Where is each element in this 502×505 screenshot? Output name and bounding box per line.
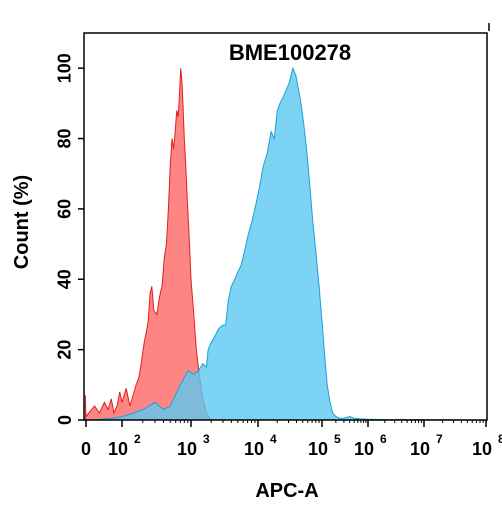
x-tick-label: 10 (244, 439, 264, 459)
y-axis-ticks: 0 20 40 60 80 100 (55, 53, 84, 425)
chart-title: BME100278 (229, 40, 351, 65)
x-tick-label: 10 (410, 439, 430, 459)
x-tick-label: 0 (81, 439, 91, 459)
x-tick-exponent: 8 (498, 432, 502, 446)
x-axis-ticks: 0 10 2 10 3 10 4 10 5 10 6 10 7 10 8 (81, 420, 502, 459)
histogram-series-group (84, 66, 487, 421)
x-tick-exponent: 4 (270, 432, 277, 446)
histogram-area-blue (91, 66, 487, 421)
x-tick-exponent: 7 (436, 432, 443, 446)
x-tick-label: 10 (308, 439, 328, 459)
y-axis-label: Count (%) (11, 175, 33, 269)
y-tick-label: 60 (55, 199, 75, 219)
y-tick-label: 80 (55, 129, 75, 149)
x-tick-label: 10 (108, 439, 128, 459)
y-tick-label: 0 (55, 415, 75, 425)
histogram-area-red (84, 68, 215, 421)
x-tick-exponent: 5 (334, 432, 341, 446)
x-tick-label: 10 (354, 439, 374, 459)
x-axis-label: APC-A (255, 480, 318, 502)
y-tick-label: 40 (55, 269, 75, 289)
x-tick-exponent: 2 (134, 432, 141, 446)
plot-frame (83, 32, 488, 421)
x-tick-label: 10 (177, 439, 197, 459)
y-tick-label: 20 (55, 340, 75, 360)
x-tick-exponent: 6 (380, 432, 387, 446)
x-tick-label: 10 (472, 439, 492, 459)
x-tick-exponent: 3 (203, 432, 210, 446)
y-tick-label: 100 (55, 53, 75, 83)
